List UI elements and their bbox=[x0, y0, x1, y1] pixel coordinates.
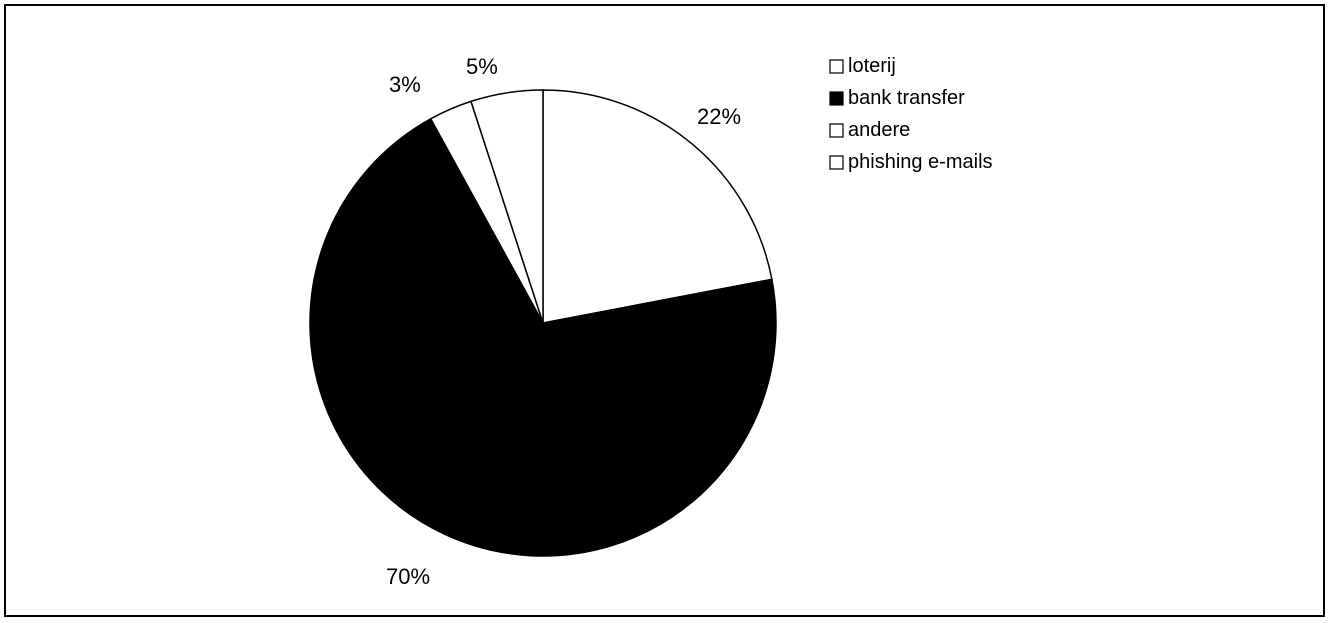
legend-swatch-phishing-e-mails bbox=[829, 155, 844, 170]
legend-label-bank-transfer: bank transfer bbox=[848, 87, 965, 109]
pie-slices bbox=[309, 89, 777, 557]
legend-swatch-loterij bbox=[829, 59, 844, 74]
pie-slice-loterij bbox=[542, 89, 773, 324]
legend-swatch-bank-transfer bbox=[829, 91, 844, 106]
pie-slice-phishing-e-mails bbox=[470, 89, 544, 324]
legend: loterij bank transfer andere phishing e-mai… bbox=[829, 55, 993, 173]
slice-labels: 22% 70% 3% 5% bbox=[386, 54, 741, 589]
legend-label-andere: andere bbox=[848, 119, 910, 141]
pie-slice-bank-transfer bbox=[309, 117, 777, 557]
slice-label-loterij: 22% bbox=[697, 104, 741, 129]
legend-label-loterij: loterij bbox=[848, 55, 896, 77]
legend-swatch-andere bbox=[829, 123, 844, 138]
slice-label-andere: 3% bbox=[389, 72, 421, 97]
slice-label-phishing-e-mails: 5% bbox=[466, 54, 498, 79]
slice-label-bank-transfer: 70% bbox=[386, 564, 430, 589]
legend-label-phishing-e-mails: phishing e-mails bbox=[848, 151, 993, 173]
